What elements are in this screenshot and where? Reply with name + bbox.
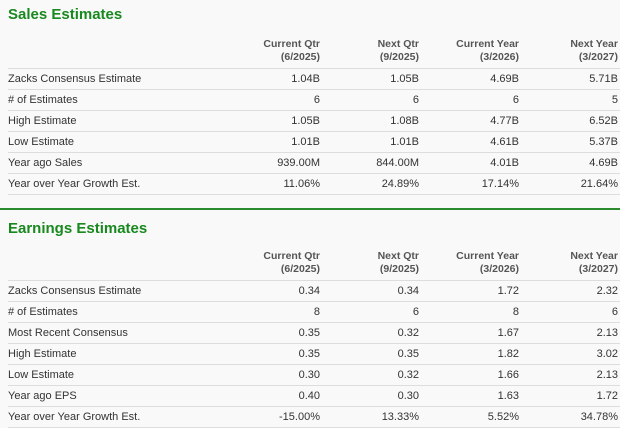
column-header-next-year: Next Year (3/2027) [570,38,618,63]
table-row: Year over Year Growth Est. 11.06% 24.89%… [8,173,620,195]
row-label: Year ago Sales [8,152,228,174]
cell-value: 1.01B [322,131,421,153]
row-label: Zacks Consensus Estimate [8,68,228,90]
column-header-next-qtr: Next Qtr (9/2025) [377,38,419,63]
row-label: Year ago EPS [8,385,228,407]
cell-value: 844.00M [322,152,421,174]
row-label: Low Estimate [8,131,228,153]
cell-value: 0.35 [228,322,322,344]
section-divider [0,208,620,210]
cell-value: 0.34 [322,280,421,302]
earnings-estimates-title: Earnings Estimates [8,220,148,237]
cell-value: 0.35 [228,343,322,365]
cell-value: 1.01B [228,131,322,153]
earnings-estimates-section: Earnings Estimates Current Qtr (6/2025) N… [0,210,620,428]
table-row: Low Estimate 1.01B 1.01B 4.61B 5.37B [8,131,620,153]
cell-value: 24.89% [322,173,421,195]
cell-value: 0.35 [322,343,421,365]
column-header-current-year: Current Year (3/2026) [456,250,519,275]
table-row: Zacks Consensus Estimate 1.04B 1.05B 4.6… [8,68,620,90]
cell-value: 1.63 [421,385,521,407]
cell-value: 0.32 [322,364,421,386]
table-row: High Estimate 0.35 0.35 1.82 3.02 [8,343,620,365]
cell-value: 34.78% [521,406,620,428]
cell-value: 8 [228,301,322,323]
row-label: Zacks Consensus Estimate [8,280,228,302]
cell-value: 1.05B [228,110,322,132]
cell-value: -15.00% [228,406,322,428]
cell-value: 0.30 [322,385,421,407]
earnings-estimates-table: Current Qtr (6/2025) Next Qtr (9/2025) Cur… [8,250,620,428]
cell-value: 2.13 [521,322,620,344]
column-header-label [8,250,228,281]
row-label: Most Recent Consensus [8,322,228,344]
row-label: Year over Year Growth Est. [8,173,228,195]
cell-value: 1.72 [421,280,521,302]
column-header-current-qtr: Current Qtr (6/2025) [263,250,320,275]
cell-value: 1.82 [421,343,521,365]
column-header-next-qtr: Next Qtr (9/2025) [377,250,419,275]
cell-value: 1.67 [421,322,521,344]
cell-value: 939.00M [228,152,322,174]
table-row: # of Estimates 8 6 8 6 [8,301,620,323]
column-header-next-year: Next Year (3/2027) [570,250,618,275]
cell-value: 1.05B [322,68,421,90]
row-label: Year over Year Growth Est. [8,406,228,428]
cell-value: 5.71B [521,68,620,90]
cell-value: 6 [228,89,322,111]
cell-value: 8 [421,301,521,323]
cell-value: 0.34 [228,280,322,302]
cell-value: 4.69B [421,68,521,90]
cell-value: 1.08B [322,110,421,132]
cell-value: 21.64% [521,173,620,195]
cell-value: 4.77B [421,110,521,132]
cell-value: 1.72 [521,385,620,407]
cell-value: 6 [322,301,421,323]
cell-value: 2.13 [521,364,620,386]
cell-value: 6.52B [521,110,620,132]
cell-value: 4.69B [521,152,620,174]
table-row: High Estimate 1.05B 1.08B 4.77B 6.52B [8,110,620,132]
cell-value: 6 [421,89,521,111]
table-header-row: Current Qtr (6/2025) Next Qtr (9/2025) Cur… [8,38,620,69]
row-label: Low Estimate [8,364,228,386]
cell-value: 0.40 [228,385,322,407]
table-row: Year ago EPS 0.40 0.30 1.63 1.72 [8,385,620,407]
row-label: High Estimate [8,343,228,365]
cell-value: 3.02 [521,343,620,365]
row-label: High Estimate [8,110,228,132]
cell-value: 4.61B [421,131,521,153]
cell-value: 17.14% [421,173,521,195]
cell-value: 5.37B [521,131,620,153]
sales-estimates-title: Sales Estimates [8,6,123,23]
row-label: # of Estimates [8,89,228,111]
cell-value: 4.01B [421,152,521,174]
cell-value: 1.04B [228,68,322,90]
cell-value: 2.32 [521,280,620,302]
cell-value: 6 [521,301,620,323]
cell-value: 11.06% [228,173,322,195]
table-row: Zacks Consensus Estimate 0.34 0.34 1.72 … [8,280,620,302]
cell-value: 0.30 [228,364,322,386]
table-row: Low Estimate 0.30 0.32 1.66 2.13 [8,364,620,386]
column-header-label [8,38,228,69]
cell-value: 13.33% [322,406,421,428]
table-row: # of Estimates 6 6 6 5 [8,89,620,111]
cell-value: 5.52% [421,406,521,428]
cell-value: 5 [521,89,620,111]
table-row: Year over Year Growth Est. -15.00% 13.33… [8,406,620,428]
table-row: Year ago Sales 939.00M 844.00M 4.01B 4.6… [8,152,620,174]
sales-estimates-section: Sales Estimates Current Qtr (6/2025) Next… [0,0,620,195]
sales-estimates-table: Current Qtr (6/2025) Next Qtr (9/2025) Cur… [8,38,620,195]
column-header-current-qtr: Current Qtr (6/2025) [263,38,320,63]
row-label: # of Estimates [8,301,228,323]
column-header-current-year: Current Year (3/2026) [456,38,519,63]
cell-value: 1.66 [421,364,521,386]
cell-value: 0.32 [322,322,421,344]
table-row: Most Recent Consensus 0.35 0.32 1.67 2.1… [8,322,620,344]
cell-value: 6 [322,89,421,111]
table-header-row: Current Qtr (6/2025) Next Qtr (9/2025) Cur… [8,250,620,281]
